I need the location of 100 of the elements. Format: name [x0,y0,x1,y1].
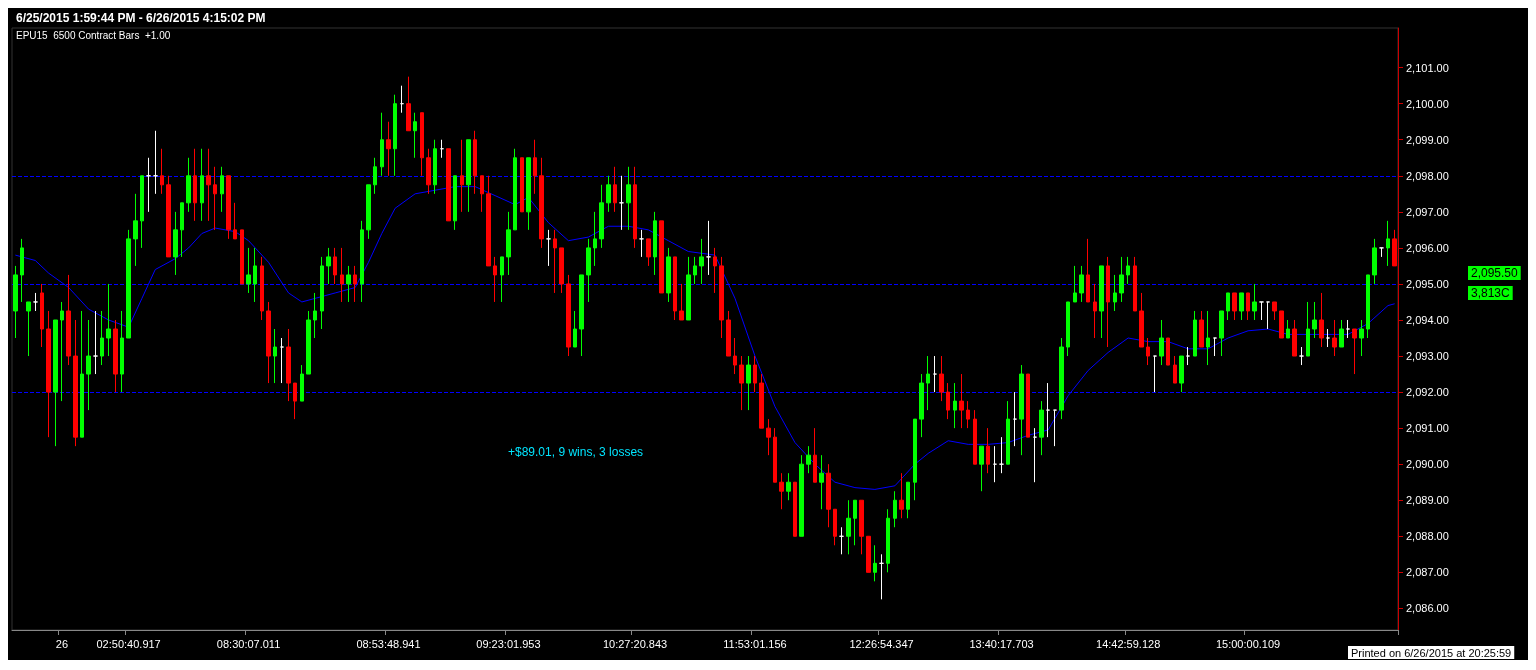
candlestick [586,238,591,303]
candlestick [1153,355,1157,393]
candlestick [753,355,757,393]
candlestick [193,148,197,222]
candlestick [1013,391,1017,447]
candlestick [366,184,371,240]
candlestick [80,310,84,438]
candlestick [979,445,984,492]
candlestick [520,157,524,213]
candlestick [793,481,797,537]
candlestick [873,544,877,582]
candlestick [606,175,611,213]
candlestick [326,247,331,285]
candlestick [939,355,944,402]
candlestick [1232,292,1237,321]
candlestick [779,472,784,510]
candlestick [500,256,504,303]
candlestick [619,175,624,231]
candlestick [246,247,251,294]
candlestick [613,166,617,213]
candlestick [360,220,364,303]
candlestick [1252,283,1257,321]
candlestick [1392,229,1397,267]
candlestick [1352,328,1357,375]
candlestick [673,256,677,321]
candlestick [1113,274,1117,312]
y-tick-label: 2,101.00 [1406,61,1449,74]
candlestick [659,220,664,294]
candlestick [186,157,191,213]
candlestick [1279,310,1284,339]
candlestick [1146,337,1150,366]
candlestick [886,508,890,573]
text: 3,813C [1471,286,1511,300]
candlestick [53,319,58,447]
candlestick [759,373,764,429]
candlestick [1219,310,1224,357]
chart-title: 6/25/2015 1:59:44 PM - 6/26/2015 4:15:02 PM [16,11,266,25]
x-tick-label: 02:50:40.917 [96,637,161,650]
candlestick [93,310,98,375]
candlestick [933,355,937,393]
candlestick [173,211,178,276]
candlestick [20,238,24,303]
candlestick [420,112,424,177]
candlestick [1053,409,1057,447]
line-series [14,186,1396,490]
candlestick [859,499,864,555]
candlestick [866,535,871,573]
candlestick [599,184,604,249]
candlestick [919,373,924,438]
candlestick [26,301,31,357]
y-tick-label: 2,096.00 [1406,241,1449,254]
candlestick [513,148,517,231]
candlestick [486,175,491,267]
candlestick [1046,382,1050,438]
candlestick [266,301,271,384]
candlestick [1332,319,1337,357]
candlestick [1166,337,1170,366]
candlestick [819,454,824,510]
candlestick [126,229,131,339]
candlestick [46,310,51,438]
candlestick [786,472,791,501]
candlestick [1206,310,1210,366]
candlestick [666,247,671,303]
y-tick-label: 2,091.00 [1406,422,1449,435]
candlestick [1086,238,1090,303]
candlestick [213,166,217,231]
text: Printed on 6/26/2015 at 20:25:59 [1351,646,1512,659]
x-tick-label: 12:26:54.347 [849,637,914,650]
candlestick [460,139,464,213]
candlestick [386,121,391,177]
candlestick [1159,319,1164,366]
candlestick [833,508,837,546]
y-tick-label: 2,086.00 [1406,602,1449,615]
candlestick [1093,283,1097,339]
candlestick [1213,337,1217,357]
y-tick-label: 2,097.00 [1406,205,1449,218]
candlestick [1179,355,1184,393]
candlestick [573,310,577,348]
candlestick [293,382,297,420]
candlestick [1272,301,1277,321]
x-tick-label: 26 [55,637,69,650]
candlestick [1259,301,1264,321]
candlestick [1226,292,1230,321]
candlestick [453,175,457,231]
candlestick [113,319,118,393]
candlestick [579,274,584,357]
candlestick [473,130,477,195]
candlestick [140,175,144,249]
candlestick [1026,373,1030,438]
candlestick [380,112,384,177]
candlestick [986,427,990,474]
candlestick [1033,427,1037,483]
candlestick [160,148,164,195]
candlestick [693,256,697,285]
candlestick [539,157,544,249]
candlestick [373,157,377,195]
candlestick [1339,319,1344,348]
candlestick [1019,364,1024,456]
candlestick [73,319,78,447]
candlestick [413,112,417,159]
